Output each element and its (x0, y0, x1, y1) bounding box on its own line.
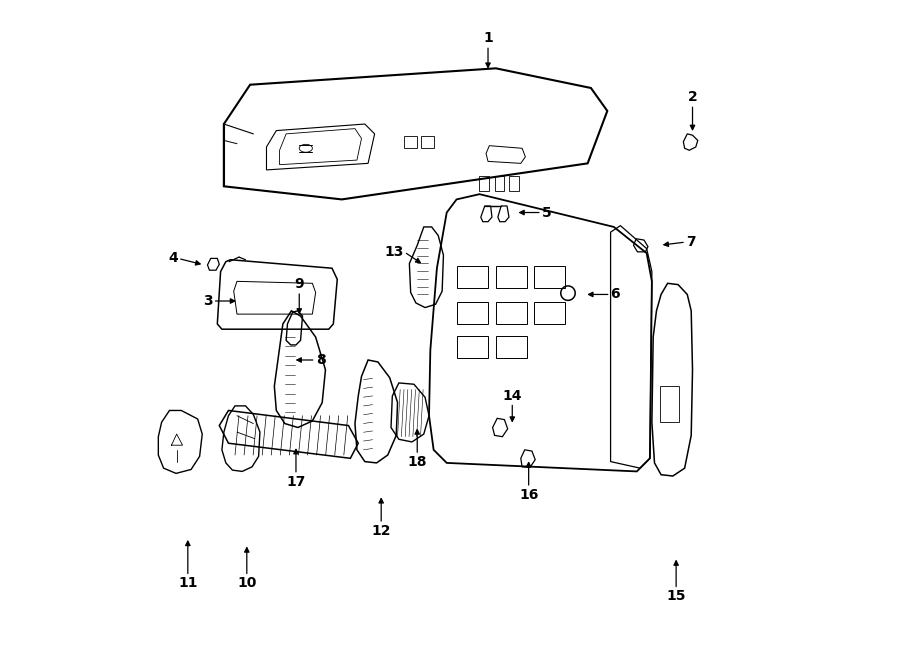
Text: 11: 11 (178, 576, 198, 590)
Bar (496, 336, 527, 358)
Text: 10: 10 (237, 576, 256, 590)
Text: 17: 17 (286, 475, 306, 488)
Text: 3: 3 (203, 294, 212, 308)
Bar (456, 301, 488, 324)
Text: 16: 16 (519, 488, 538, 502)
Text: 1: 1 (483, 31, 493, 46)
Bar (534, 266, 565, 288)
Bar (420, 136, 434, 148)
Bar (534, 301, 565, 324)
Text: 4: 4 (168, 251, 178, 266)
Bar (660, 386, 680, 422)
Text: 18: 18 (408, 455, 427, 469)
Text: 12: 12 (372, 524, 391, 538)
Bar (456, 266, 488, 288)
Text: 15: 15 (666, 590, 686, 603)
Text: 13: 13 (384, 245, 404, 259)
Text: 6: 6 (610, 288, 620, 301)
Text: 2: 2 (688, 91, 698, 104)
Bar (496, 301, 527, 324)
Bar (480, 176, 490, 191)
Text: 8: 8 (316, 353, 326, 367)
Bar (495, 176, 504, 191)
Bar (404, 136, 418, 148)
Bar (456, 336, 488, 358)
Text: 5: 5 (542, 206, 552, 219)
Text: 7: 7 (686, 235, 696, 249)
Text: 14: 14 (502, 389, 522, 403)
Bar (496, 266, 527, 288)
Text: 9: 9 (294, 277, 304, 292)
Bar (509, 176, 518, 191)
